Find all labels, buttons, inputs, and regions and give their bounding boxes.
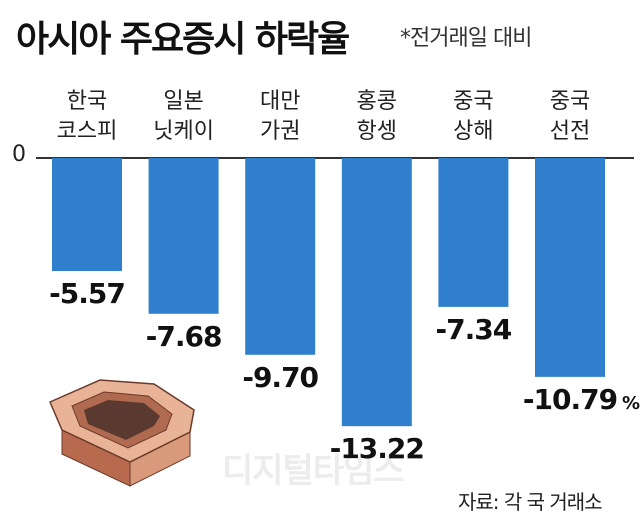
watermark: 디지털타임스 bbox=[222, 451, 405, 491]
bar-2 bbox=[245, 158, 316, 355]
value-label-4: -7.34 bbox=[436, 313, 512, 346]
category-label-1-1: 닛케이 bbox=[153, 119, 214, 144]
category-label-1-0: 일본 bbox=[163, 89, 203, 114]
value-label-1: -7.68 bbox=[146, 320, 222, 353]
category-label-4-1: 상해 bbox=[453, 119, 493, 144]
category-label-2-0: 대만 bbox=[260, 89, 300, 114]
value-label-5: -10.79 bbox=[523, 383, 617, 416]
source-note: 자료: 각 국 거래소 bbox=[458, 490, 603, 514]
bar-1 bbox=[148, 158, 219, 314]
category-label-3-1: 항셍 bbox=[357, 119, 397, 144]
bar-0 bbox=[52, 158, 122, 271]
value-label-3: -13.22 bbox=[330, 432, 424, 465]
category-label-5-1: 선전 bbox=[550, 119, 590, 144]
category-label-5-0: 중국 bbox=[550, 89, 590, 114]
category-label-0-1: 코스피 bbox=[57, 119, 118, 144]
value-label-2: -9.70 bbox=[242, 361, 318, 394]
category-label-2-1: 가권 bbox=[260, 119, 300, 144]
category-label-3-0: 홍콩 bbox=[357, 89, 397, 114]
chart-title: 아시아 주요증시 하락율 bbox=[16, 19, 350, 60]
bar-5 bbox=[535, 158, 605, 377]
category-label-4-0: 중국 bbox=[453, 89, 493, 114]
value-label-0: -5.57 bbox=[49, 277, 125, 310]
zero-axis-label: 0 bbox=[12, 142, 26, 167]
unit-label: % bbox=[622, 393, 640, 414]
category-label-0-0: 한국 bbox=[67, 89, 107, 114]
bar-3 bbox=[341, 158, 412, 427]
zero-baseline bbox=[36, 157, 634, 159]
hexagonal-planter-icon bbox=[49, 379, 195, 487]
bar-4 bbox=[438, 158, 509, 307]
chart-note: *전거래일 대비 bbox=[400, 26, 532, 51]
